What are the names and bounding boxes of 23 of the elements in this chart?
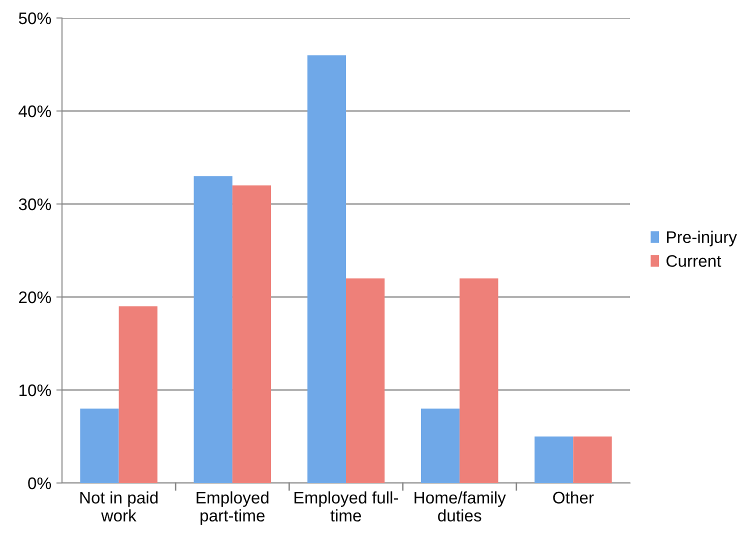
bar <box>346 278 385 483</box>
y-tick-label: 40% <box>18 105 51 118</box>
y-tick-label: 0% <box>28 477 51 490</box>
bar <box>307 55 346 483</box>
x-tick-label: Not in paid work <box>80 491 158 522</box>
y-tick-label: 20% <box>19 291 51 304</box>
bar <box>80 408 119 483</box>
x-tick-label: Home/family duties <box>414 491 506 522</box>
x-tick-label: Employed full- time <box>294 491 398 522</box>
legend-label: Current <box>666 255 722 267</box>
bar <box>573 436 612 483</box>
bar <box>232 185 272 483</box>
bar <box>118 306 158 483</box>
bar <box>194 176 232 483</box>
bar <box>460 278 498 483</box>
legend-label: Pre-injury <box>667 230 737 246</box>
bar <box>534 436 574 483</box>
y-tick-label: 30% <box>18 198 51 210</box>
x-tick-label: Employed part-time <box>196 491 268 525</box>
y-tick-label: 10% <box>19 384 51 396</box>
bar <box>420 408 460 483</box>
x-tick-label: Other <box>553 491 594 504</box>
y-tick-label: 50% <box>18 12 51 24</box>
